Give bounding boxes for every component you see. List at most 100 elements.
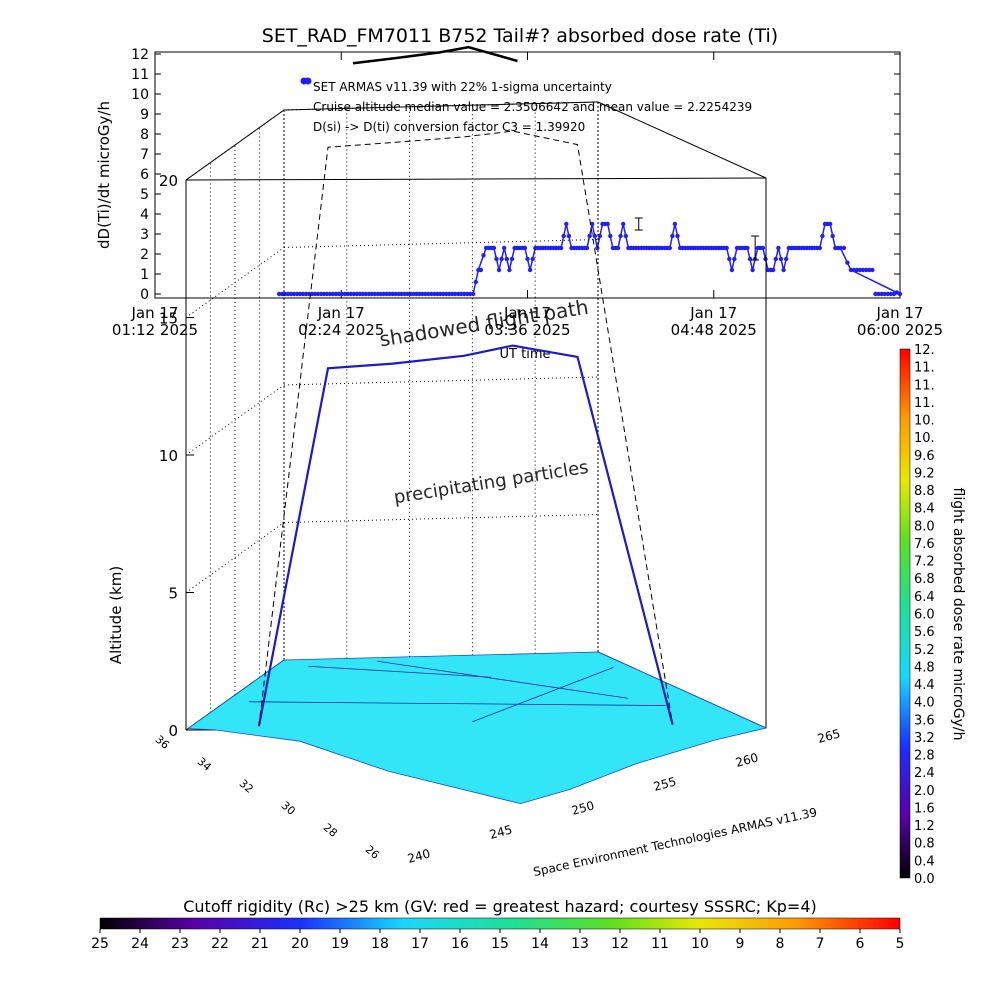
top-legend: SET ARMAS v11.39 with 22% 1-sigma uncert…: [300, 77, 752, 134]
altitude-gridline: [283, 376, 599, 386]
dose-rate-point: [564, 221, 569, 227]
rigidity-tick-label: 16: [451, 936, 469, 952]
dose-rate-point: [845, 260, 850, 265]
dose-rate-point: [499, 256, 504, 262]
altitude-gridline: [185, 384, 285, 456]
rigidity-tick-label: 7: [816, 936, 825, 952]
rigidity-colorbar-ticks: 25 24 23 22 21 20 19 18 17 16 15 14 13 12 11 10 9 8 7 6 5: [91, 929, 904, 952]
dose-rate-point: [527, 267, 533, 273]
dose-rate-point: [747, 256, 753, 262]
latitude-tick-label: 30: [279, 799, 298, 818]
dose-rate-point: [494, 256, 499, 262]
dose-tick-label: 8.4: [914, 502, 935, 517]
top-x-tick-time: 01:12 2025: [112, 321, 198, 339]
longitude-tick-label: 255: [652, 774, 678, 793]
dose-tick-label: 2.0: [914, 784, 935, 799]
top-y-tick-label: 7: [140, 147, 149, 163]
dose-tick-label: 7.2: [914, 555, 935, 570]
top-y-tick-label: 0: [140, 287, 149, 303]
rigidity-tick-label: 9: [736, 936, 745, 952]
dose-rate-point: [522, 245, 528, 251]
top-y-tick-label: 4: [140, 207, 149, 223]
rigidity-tick-label: 18: [371, 936, 389, 952]
top-y-tick-label: 3: [140, 227, 149, 243]
dose-rate-point: [776, 245, 781, 251]
dose-rate-point: [897, 291, 903, 297]
dose-rate-point: [888, 291, 893, 297]
dose-rate-point: [851, 267, 857, 273]
top-y-tick-label: 2: [140, 247, 149, 263]
dose-rate-point: [623, 233, 628, 239]
dose-tick-label: 6.0: [914, 608, 935, 623]
top-x-tick-date: Jan 17: [876, 304, 924, 322]
rigidity-tick-label: 12: [611, 936, 629, 952]
top-y-tick-label: 10: [131, 87, 149, 103]
dose-rate-point: [618, 233, 623, 239]
dose-rate-point: [566, 233, 572, 239]
rigidity-tick-label: 15: [491, 936, 509, 952]
flight-path-top-projection: [352, 45, 518, 65]
dose-tick-label: 11.: [914, 361, 935, 376]
top-y-tick-label: 12: [131, 47, 149, 63]
longitude-tick-label: 265: [816, 726, 842, 745]
precipitating-particles-label: precipitating particles: [392, 457, 590, 509]
top-y-tick-label: 1: [140, 267, 149, 283]
altitude-tick-label: 0: [168, 722, 178, 740]
latitude-tick-label: 26: [363, 843, 382, 862]
top-x-tick-time: 03:36 2025: [484, 321, 570, 339]
map-border-line: [308, 665, 491, 678]
dose-rate-point: [867, 267, 872, 273]
dose-tick-label: 4.0: [914, 696, 935, 711]
dose-rate-point: [760, 245, 766, 251]
dose-tick-label: 4.8: [914, 660, 935, 675]
dose-rate-point: [838, 245, 843, 251]
map-border-line: [377, 660, 628, 699]
top-y-tick-label: 9: [140, 107, 149, 123]
dose-rate-series: [277, 217, 903, 297]
top-chart-title: SET_RAD_FM7011 B752 Tail#? absorbed dose…: [262, 25, 778, 47]
rigidity-tick-label: 21: [251, 936, 269, 952]
dose-rate-point: [481, 253, 486, 258]
altitude-tick-label: 15: [159, 310, 178, 328]
latitude-tick-label: 34: [195, 755, 214, 774]
dose-rate-point: [771, 267, 776, 273]
rigidity-tick-label: 19: [331, 936, 349, 952]
box-edge: [597, 101, 767, 179]
rigidity-tick-label: 22: [211, 936, 229, 952]
top-x-tick-time: 02:24 2025: [298, 321, 384, 339]
dose-tick-label: 12.: [914, 343, 935, 358]
dose-rate-point: [727, 256, 732, 262]
flight-path-line: [257, 344, 674, 727]
rigidity-tick-label: 17: [411, 936, 429, 952]
altitude-gridline: [283, 239, 599, 248]
dose-rate-point: [885, 291, 890, 297]
dose-rate-point: [781, 267, 786, 273]
rigidity-tick-label: 20: [291, 936, 309, 952]
dose-rate-point: [870, 267, 875, 273]
dose-tick-label: 5.2: [914, 643, 935, 658]
dose-tick-label: 4.4: [914, 678, 935, 693]
dose-tick-label: 3.2: [914, 731, 935, 746]
altitude-axis-ticks: 0 5 10 15 20: [159, 172, 194, 740]
dose-rate-point: [471, 291, 476, 297]
dose-tick-label: 8.0: [914, 519, 935, 534]
dose-rate-point: [773, 256, 778, 262]
altitude-axis-label: Altitude (km): [107, 566, 125, 664]
dose-tick-label: 2.4: [914, 766, 935, 781]
dose-rate-point: [491, 245, 497, 251]
longitude-axis-ticks: 240 245 250 255 260 265: [406, 726, 842, 865]
dose-tick-label: 0.4: [914, 854, 935, 869]
altitude-tick-label: 10: [159, 447, 178, 465]
rigidity-tick-label: 5: [896, 936, 905, 952]
dose-rate-point: [558, 245, 564, 251]
rigidity-tick-label: 13: [571, 936, 589, 952]
dose-tick-label: 11.: [914, 396, 935, 411]
dose-rate-point: [530, 256, 535, 262]
rigidity-colorbar: [99, 917, 901, 930]
dose-rate-point: [584, 245, 590, 251]
legend-entry: SET ARMAS v11.39 with 22% 1-sigma uncert…: [313, 80, 612, 94]
